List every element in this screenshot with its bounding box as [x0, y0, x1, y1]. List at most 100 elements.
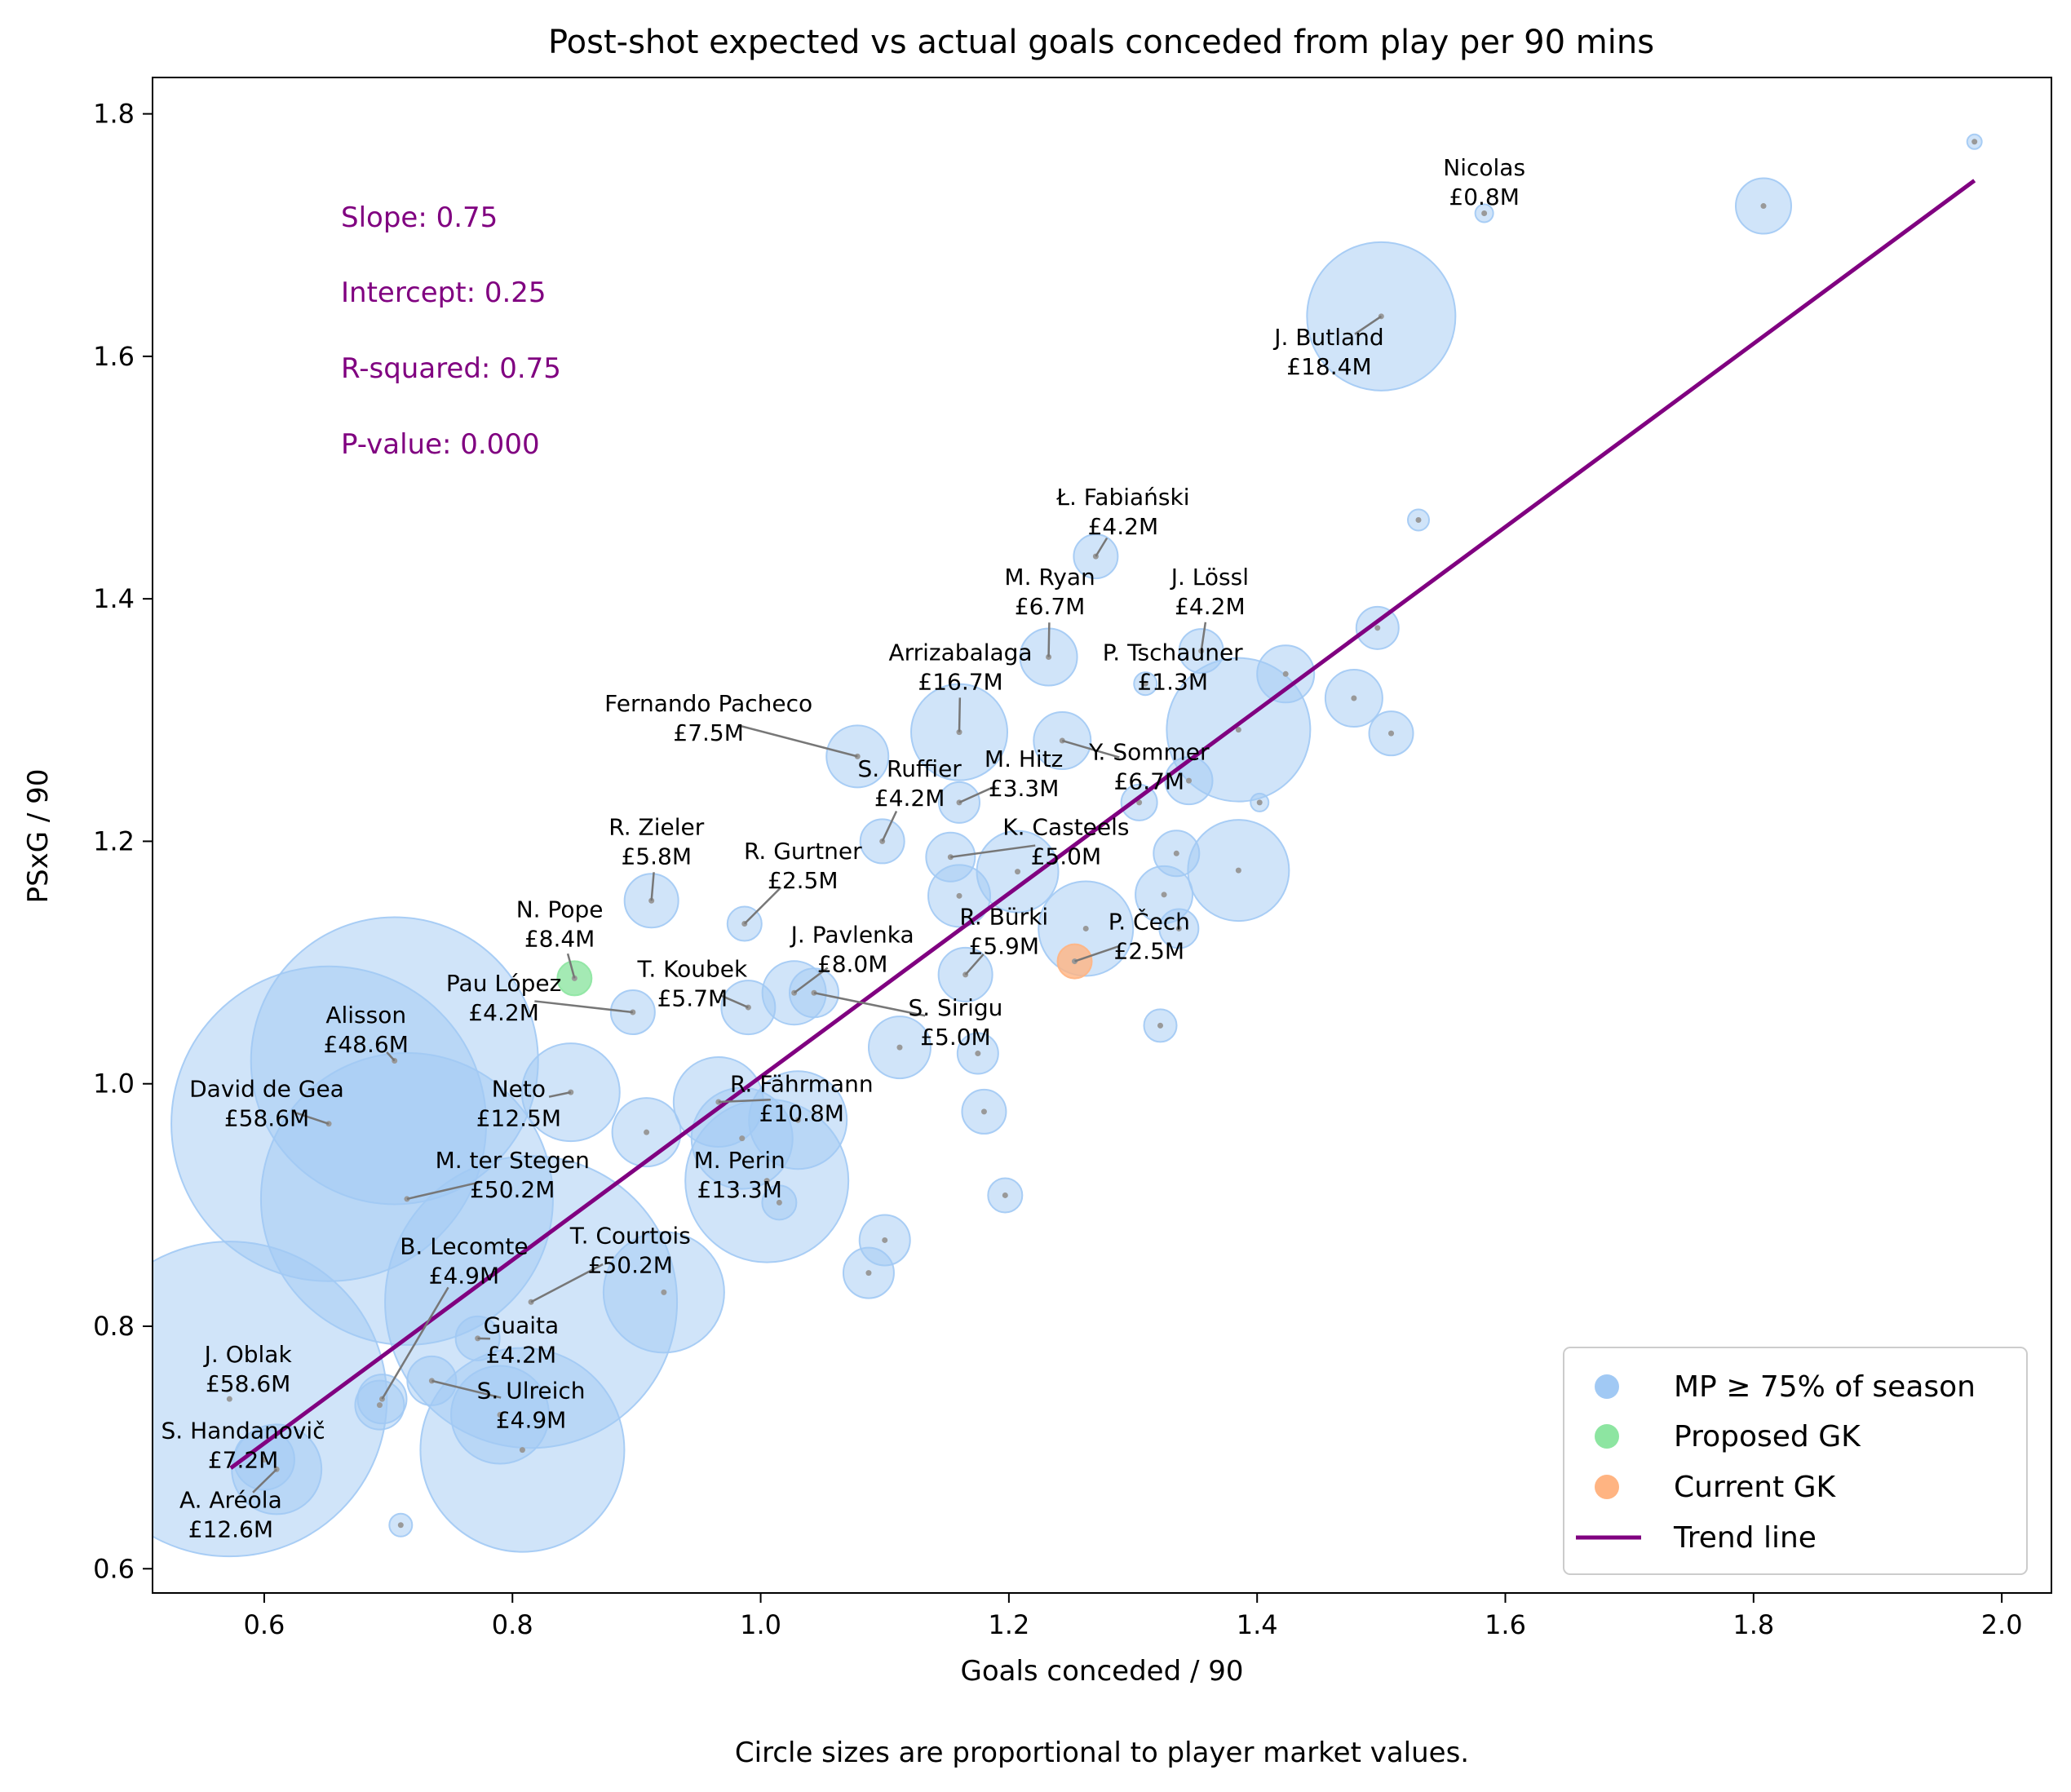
- bubble-center-dot: [882, 1237, 888, 1243]
- point-label-value: £13.3M: [697, 1176, 782, 1203]
- y-tick-label: 1.6: [93, 341, 135, 372]
- point-label: Y. Sommer £6.7M: [1088, 738, 1210, 794]
- leader-line: [431, 1379, 502, 1399]
- y-axis: 0.6 0.8 1.0 1.2 1.4 1.6 1.8: [93, 99, 153, 1584]
- bubble-center-dot: [644, 1129, 650, 1135]
- stat-slope: Slope: 0.75: [341, 201, 498, 234]
- legend-marker-proposed: [1595, 1424, 1619, 1449]
- stat-r-squared: R-squared: 0.75: [341, 352, 561, 385]
- plot-frame: [152, 77, 2052, 1594]
- point-label-name: P. Tschauner: [1103, 639, 1243, 666]
- leader-line: [720, 994, 749, 1009]
- x-tick-label: 1.8: [1732, 1609, 1774, 1640]
- point-label: R. Gurtner£2.5M: [744, 838, 862, 894]
- point-label-name: David de Gea: [189, 1075, 344, 1102]
- point-label-value: £58.6M: [206, 1370, 290, 1397]
- point-label-name: Fernando Pacheco: [604, 690, 812, 717]
- leader-line: [950, 844, 1036, 858]
- point-label: Guaita £4.2M: [484, 1312, 560, 1368]
- point-label-value: £5.0M: [1031, 843, 1102, 869]
- leader-line: [1074, 945, 1121, 962]
- point-label-name: R. Gurtner: [744, 838, 862, 865]
- chart-caption: Circle sizes are proportional to player …: [735, 1737, 1469, 1769]
- point-label: Ł. Fabiański£4.2M: [1055, 484, 1189, 540]
- x-axis-label: Goals conceded / 90: [960, 1655, 1243, 1688]
- point-label: J. Pavlenka£8.0M: [790, 922, 914, 978]
- point-label-name: S. Handanovič: [162, 1418, 325, 1445]
- leader-line: [252, 1468, 278, 1493]
- bubble-center-dot: [1161, 892, 1167, 898]
- point-label-name: R. Fährmann: [730, 1071, 874, 1098]
- point-label: T. Koubek£5.7M: [637, 955, 748, 1011]
- point-label-name: K. Casteels: [1002, 813, 1129, 840]
- point-label-value: £4.9M: [429, 1263, 500, 1290]
- chart-title: Post-shot expected vs actual goals conce…: [548, 24, 1654, 61]
- bubble-center-dot: [865, 1270, 872, 1277]
- stat-p-value: P-value: 0.000: [341, 428, 540, 461]
- point-label: M. Hitz £3.3M: [985, 746, 1063, 802]
- y-tick-label: 1.2: [93, 825, 135, 856]
- y-tick-label: 1.4: [93, 583, 135, 614]
- point-label: S. Sirigu £5.0M: [908, 994, 1002, 1051]
- point-label-name: Nicolas: [1443, 154, 1525, 181]
- trend-line-layer: [229, 179, 1976, 1470]
- point-label-name: B. Lecomte: [400, 1233, 528, 1260]
- point-label-value: £4.9M: [496, 1407, 567, 1434]
- point-label: Fernando Pacheco£7.5M: [604, 690, 812, 746]
- leader-line-layer: [252, 315, 1383, 1493]
- point-label: R. Zieler £5.8M: [608, 813, 704, 869]
- stat-intercept: Intercept: 0.25: [341, 277, 547, 309]
- x-tick-label: 0.6: [243, 1609, 285, 1640]
- point-label-layer: Nicolas £0.8M J. Butland£18.4M Ł. Fabiański…: [162, 154, 1526, 1543]
- point-label-value: £8.0M: [817, 951, 888, 978]
- leader-line: [1200, 622, 1207, 652]
- point-label: David de Gea£58.6M: [189, 1075, 344, 1131]
- point-label: Pau López£4.2M: [446, 970, 561, 1026]
- point-label-value: £58.6M: [224, 1104, 309, 1131]
- point-label-name: P. Čech: [1109, 907, 1190, 935]
- leader-line: [386, 1051, 396, 1062]
- legend-marker-regular: [1595, 1374, 1619, 1399]
- bubble-center-dot: [975, 1051, 981, 1057]
- leader-line: [534, 1000, 633, 1014]
- point-label-value: £7.5M: [673, 719, 744, 746]
- bubble-center-dot: [1374, 625, 1381, 631]
- point-label-value: £2.5M: [768, 867, 839, 894]
- leader-line: [881, 810, 898, 842]
- point-label: B. Lecomte £4.9M: [400, 1233, 528, 1290]
- bubble-center-dot: [226, 1396, 232, 1402]
- point-label-value: £6.7M: [1015, 593, 1086, 620]
- legend-label-regular: MP ≥ 75% of season: [1674, 1370, 1976, 1404]
- x-tick-label: 0.8: [492, 1609, 533, 1640]
- legend-label-current: Current GK: [1674, 1471, 1837, 1504]
- x-tick-label: 1.4: [1237, 1609, 1278, 1640]
- point-label: M. Perin£13.3M: [694, 1147, 785, 1203]
- point-label-value: £7.2M: [208, 1447, 279, 1474]
- point-label-name: T. Koubek: [637, 955, 748, 982]
- point-label-value: £50.2M: [470, 1176, 555, 1203]
- leader-line: [743, 887, 782, 925]
- bubble-center-dot: [1415, 517, 1422, 524]
- bubble-center-dot: [896, 1044, 903, 1051]
- leader-line: [1095, 537, 1109, 557]
- legend-frame: [1563, 1347, 2028, 1575]
- point-label-name: A. Aréola: [179, 1486, 282, 1513]
- leader-line: [793, 967, 829, 994]
- x-tick-label: 1.6: [1485, 1609, 1526, 1640]
- bubble-center-dot: [763, 1178, 770, 1184]
- bubble-center-dot: [1971, 139, 1978, 145]
- bubble-center-dot: [261, 1456, 268, 1462]
- point-label-value: £8.4M: [524, 926, 595, 953]
- leader-line: [813, 992, 926, 1017]
- point-label-value: £12.6M: [188, 1515, 273, 1542]
- point-label-value: £50.2M: [588, 1251, 673, 1278]
- leader-line: [1354, 315, 1383, 335]
- point-label-name: Ł. Fabiański: [1055, 484, 1189, 511]
- bubble-center-dot: [1136, 799, 1143, 806]
- bubble-center-dot: [1002, 1192, 1008, 1198]
- legend-marker-current: [1595, 1475, 1619, 1499]
- point-label: Alisson£48.6M: [324, 1002, 409, 1058]
- point-label-value: £5.8M: [621, 843, 692, 869]
- point-label-name: J. Lössl: [1170, 564, 1249, 591]
- regression-stats: Slope: 0.75 Intercept: 0.25 R-squared: 0…: [341, 201, 561, 461]
